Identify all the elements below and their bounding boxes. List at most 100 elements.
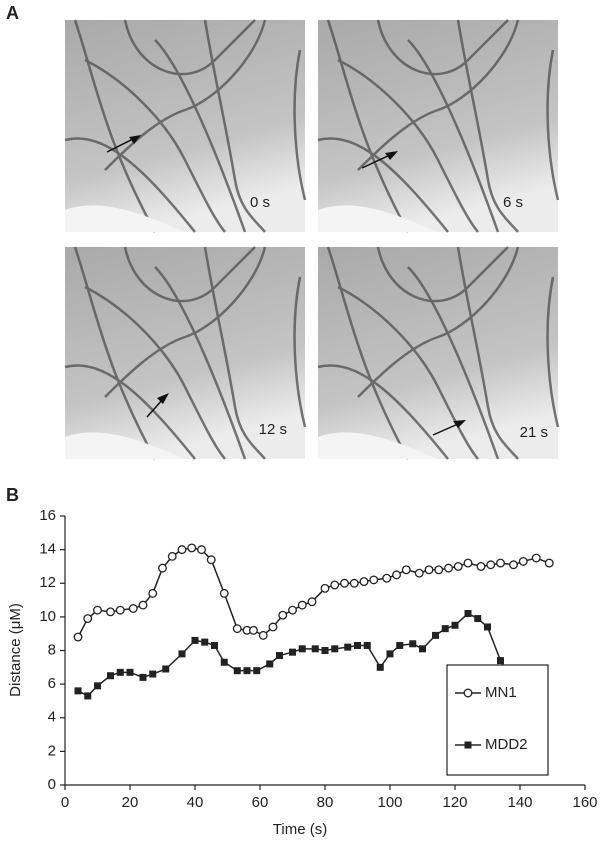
marker: [401, 565, 411, 575]
marker: [115, 605, 125, 615]
marker: [409, 640, 417, 648]
y-tick-label: 4: [48, 709, 56, 726]
marker: [414, 568, 424, 578]
time-label: 12 s: [259, 421, 287, 438]
marker: [289, 648, 296, 656]
marker: [149, 670, 157, 678]
marker: [369, 575, 379, 585]
marker: [232, 624, 242, 634]
marker: [474, 615, 482, 623]
x-axis-label: Time (s): [273, 821, 327, 838]
marker: [330, 580, 340, 590]
legend-label: MN1: [485, 684, 517, 701]
marker: [220, 658, 228, 666]
marker: [211, 641, 218, 649]
marker: [476, 561, 486, 571]
panel-label: B: [6, 485, 19, 505]
marker: [148, 588, 158, 598]
marker: [187, 543, 197, 553]
series-line: [77, 612, 511, 697]
marker: [268, 622, 278, 632]
marker: [484, 623, 491, 631]
marker: [376, 663, 384, 671]
marker: [444, 563, 453, 573]
marker: [518, 556, 528, 566]
marker: [253, 667, 261, 675]
micrograph: 0 s: [63, 18, 307, 234]
marker: [243, 667, 251, 675]
marker: [497, 657, 504, 665]
marker: [363, 641, 371, 649]
marker: [464, 610, 472, 618]
x-tick-label: 100: [377, 794, 402, 811]
marker: [73, 632, 83, 642]
y-tick-label: 8: [48, 641, 56, 658]
marker: [392, 570, 401, 580]
marker: [116, 668, 124, 676]
marker: [320, 583, 330, 593]
marker: [531, 553, 541, 563]
y-tick-label: 12: [39, 574, 56, 591]
marker: [84, 692, 92, 700]
marker: [349, 578, 359, 588]
marker: [233, 667, 241, 675]
panel-label: A: [6, 3, 19, 23]
marker: [382, 573, 392, 583]
marker: [126, 668, 134, 676]
marker: [219, 588, 229, 598]
marker: [197, 545, 206, 555]
marker: [83, 614, 93, 624]
y-tick-label: 2: [48, 742, 56, 759]
marker: [544, 558, 554, 568]
marker: [298, 645, 306, 653]
marker: [463, 558, 473, 568]
marker: [128, 604, 138, 613]
legend: MN1 MDD2: [446, 664, 549, 776]
x-tick-label: 40: [187, 794, 204, 811]
marker: [451, 621, 459, 629]
marker: [432, 631, 439, 639]
marker: [331, 645, 339, 653]
marker: [106, 607, 115, 617]
marker: [344, 643, 352, 651]
y-tick-label: 0: [48, 776, 56, 793]
time-label: 0 s: [250, 194, 270, 211]
y-tick-label: 10: [39, 608, 56, 625]
marker: [206, 555, 216, 565]
marker: [453, 561, 463, 571]
marker: [307, 597, 317, 607]
marker: [340, 578, 349, 588]
marker: [321, 647, 329, 654]
marker: [441, 625, 449, 633]
x-tick-label: 60: [252, 794, 269, 811]
x-tick-label: 140: [507, 794, 532, 811]
marker: [354, 641, 361, 649]
x-tick-label: 80: [317, 794, 334, 811]
x-tick-label: 160: [572, 794, 597, 811]
marker: [249, 625, 258, 635]
marker: [496, 558, 505, 568]
marker: [94, 682, 101, 690]
marker: [424, 565, 434, 575]
marker: [509, 560, 518, 570]
marker: [276, 652, 283, 660]
marker: [107, 672, 114, 680]
series-line: [77, 547, 550, 638]
marker: [162, 665, 170, 673]
x-tick-label: 20: [122, 794, 139, 811]
marker: [138, 600, 148, 610]
x-tick-label: 120: [442, 794, 467, 811]
marker: [177, 545, 187, 555]
marker: [266, 660, 274, 668]
marker: [359, 577, 369, 587]
marker: [93, 605, 102, 615]
y-axis-label: Distance (μM): [7, 603, 24, 697]
legend-label: MDD2: [485, 736, 528, 753]
marker: [74, 687, 82, 695]
marker: [486, 560, 496, 570]
marker: [464, 741, 472, 749]
time-label: 21 s: [520, 424, 548, 441]
marker: [278, 610, 288, 620]
marker: [297, 600, 307, 610]
